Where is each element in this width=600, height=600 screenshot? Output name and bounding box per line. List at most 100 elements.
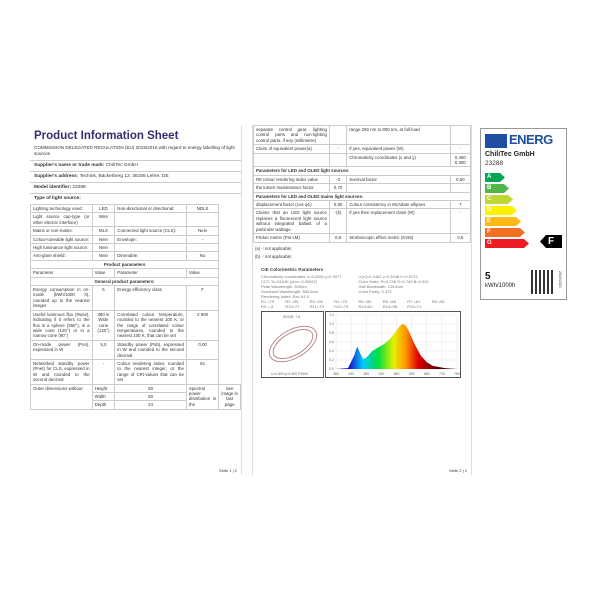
cie-line: Peak Wavelength: 600nm xyxy=(261,283,307,289)
cie-title: CIE Colorimetric Parameters xyxy=(261,266,324,272)
table-cell xyxy=(449,124,472,146)
table-row: Product parameters xyxy=(29,259,241,270)
table-cell: Parameter xyxy=(114,268,187,278)
x-tick-label: 480 xyxy=(363,372,369,376)
table-cell xyxy=(346,183,451,193)
page-title: Product Information Sheet xyxy=(34,130,179,142)
table-row: Flicker metric (Pst LM) 0,9 Stroboscopic e… xyxy=(253,233,472,243)
table-row: Claim of equivalent power(a) - If yes, equ… xyxy=(253,144,472,154)
table-cell: Stroboscopic effect metric (SVM) xyxy=(346,233,451,243)
table-cell: General product parameters: xyxy=(29,276,220,287)
table-row: R9 colour rendering index value -3 Surviva… xyxy=(253,174,472,185)
supplier-name: Supplier's name or trade mark: ChiliTec … xyxy=(30,160,241,171)
table-row: Useful luminous flux (Φuse), indicating … xyxy=(30,309,241,341)
rating-arrow: F xyxy=(540,235,562,248)
table-row: Parameters for LED and OLED mains light … xyxy=(253,191,471,202)
table-cell xyxy=(185,212,220,228)
table-cell: Value xyxy=(185,268,220,278)
spectrum-chart: SDCM: 7.6 x=0.400 y=0.400 F3000 380 430 480 5… xyxy=(261,310,461,378)
table-cell: Lighting technology used: xyxy=(30,203,93,214)
table-cell: 0,9 xyxy=(328,233,348,243)
r-value: R13=82 xyxy=(358,303,373,309)
table-cell: 7 xyxy=(449,200,472,210)
table-cell xyxy=(328,152,348,168)
table-row: displacement factor (cos φ1) 0,90 Colour c… xyxy=(253,200,472,210)
table-cell xyxy=(328,124,348,146)
r-value: R10=77 xyxy=(285,303,300,309)
cie-line: Chromaticity coordinates: x=0.4260 y=0.3… xyxy=(261,273,342,279)
footnote: (a) -: not applicable; xyxy=(255,245,293,251)
table-row: General product parameters: xyxy=(29,276,241,287)
r-value: R2 =90 xyxy=(285,298,299,304)
energy-class-bar: D xyxy=(485,206,517,215)
table-cell: Colour consistency in McAdam ellipses xyxy=(346,200,451,210)
page-1: Product Information Sheet COMMISSION DEL… xyxy=(29,125,242,475)
table-cell: - xyxy=(185,234,220,245)
ellipse-title: SDCM: 7.6 xyxy=(283,315,300,319)
table-row: Networked standby power (Pnet) for CLS, … xyxy=(30,358,241,385)
cie-parameters: CIE Colorimetric Parameters Chromaticity… xyxy=(261,267,471,380)
cie-line: u'(v')=0.2462 v=0.3448 v'=0.5172 xyxy=(358,273,418,279)
page-2: separate control gear, lighting control … xyxy=(252,124,472,475)
table-cell: -(b) xyxy=(328,208,348,235)
y-tick-label: 0.6 xyxy=(329,340,334,344)
energy-class-bar: G xyxy=(485,239,529,248)
r-value: R9 =-3 xyxy=(261,303,274,309)
table-cell: Colour rendering index, rounded to the n… xyxy=(114,358,187,385)
table-cell: 0,50 xyxy=(449,174,472,185)
table-cell: Wire xyxy=(91,212,116,228)
macadam-ellipse xyxy=(268,325,318,362)
table-cell: Chromaticity coordinates (x and y) xyxy=(346,152,451,168)
table-cell xyxy=(114,243,187,253)
table-cell: Value xyxy=(91,268,116,278)
table-cell: Networked standby power (Pnet) for CLS, … xyxy=(30,358,93,385)
energy-class-bar: F xyxy=(485,228,525,237)
table-cell: Anti-glare shield: xyxy=(30,251,93,261)
y-tick-label: 0.8 xyxy=(329,331,334,335)
table-cell: - xyxy=(328,144,348,154)
y-tick-label: 0.2 xyxy=(329,358,334,362)
table-row: High luminance light source: Nein xyxy=(30,243,241,253)
table-row: Colour-tuneable light source: Nein Envelop… xyxy=(30,234,241,245)
type-heading: Type of light source: xyxy=(30,193,241,204)
eu-flag-icon xyxy=(485,134,507,148)
energy-class-bar: E xyxy=(485,217,521,226)
r-value: R4 =79 xyxy=(334,298,348,304)
cie-line: Half Bandwidth: 125.6nm xyxy=(358,283,404,289)
table-cell: On-mode power (Pon), expressed in W xyxy=(30,339,93,360)
table-cell: LED xyxy=(91,203,116,214)
r-value: R8 =55 xyxy=(431,298,445,304)
table-row: Anti-glare shield: Nein Dimmable: No xyxy=(30,251,241,261)
table-cell: No xyxy=(185,251,220,261)
table-row: Energy consumption in on-mode (kWh/1000 … xyxy=(30,285,241,311)
cie-line: Dominant Wavelength: 583.6nm xyxy=(261,288,318,294)
table-cell: Colour-tuneable light source: xyxy=(30,234,93,245)
table-cell: 0,00 xyxy=(185,339,220,360)
table-cell: Width xyxy=(91,391,116,402)
table-cell: 390 in Wide cone (120°) xyxy=(91,309,116,341)
table-cell: Parameter xyxy=(30,268,93,278)
r-value: R1 =79 xyxy=(261,298,275,304)
r-value: R6 =88 xyxy=(382,298,396,304)
table-row: On-mode power (Pon), expressed in W 5,0 St… xyxy=(30,339,241,360)
table-cell: Survival factor xyxy=(346,174,451,185)
table-cell: 24 xyxy=(114,400,187,410)
table-cell: If yes, equivalent power (W) xyxy=(346,144,451,154)
table-cell: 50 xyxy=(114,391,187,402)
x-tick-label: 530 xyxy=(378,372,384,376)
y-tick-label: 1.0 xyxy=(329,322,334,326)
table-cell xyxy=(114,212,187,228)
label-unit: kWh/1000h xyxy=(485,283,516,289)
macadam-ellipse xyxy=(272,328,314,359)
table-cell: If yes then replacement claim (W) xyxy=(346,208,451,235)
table-cell: 2 900 xyxy=(185,309,220,341)
x-tick-label: 580 xyxy=(394,372,400,376)
table-cell: Parameters for LED and OLED mains light … xyxy=(253,191,471,202)
table-cell: 5,0 xyxy=(91,339,116,360)
table-cell: Parameters for LED and OLED light source… xyxy=(253,166,471,176)
table-cell: Envelope: xyxy=(114,234,187,245)
rendering-index: Rendering Index: Ra= 81.0 xyxy=(261,293,309,299)
table-cell: Outer dimensions without xyxy=(30,383,93,410)
qr-code-icon xyxy=(531,270,555,294)
